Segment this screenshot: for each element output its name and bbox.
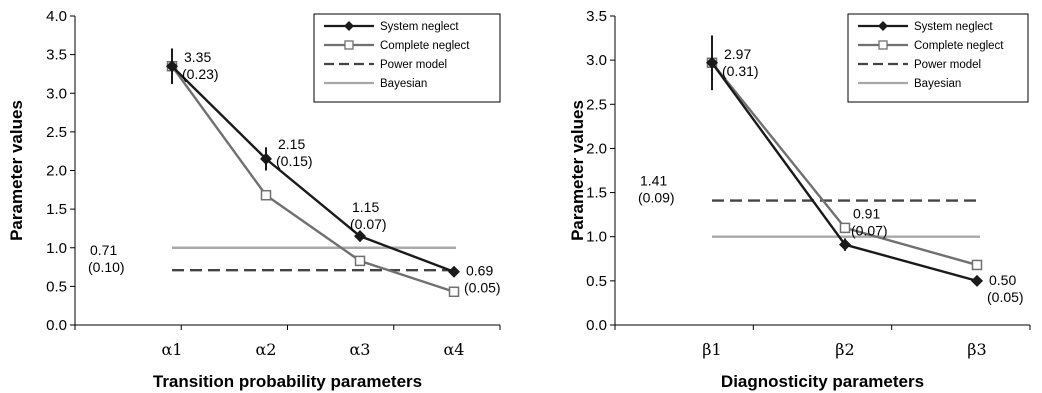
data-label-value: 2.97 [724,46,751,62]
data-label-value: 3.35 [184,49,211,65]
data-point [448,265,460,278]
y-tick-label: 3.5 [586,8,607,25]
data-label: 1.41(0.09) [638,173,675,206]
series-line [171,65,455,273]
data-label-se: (0.15) [276,153,313,169]
data-label-value: 1.41 [640,173,667,189]
legend-item: Power model [324,59,447,71]
data-label: 1.15(0.07) [350,199,387,232]
legend-label: System neglect [380,21,459,33]
data-label: 0.91(0.07) [851,206,888,239]
y-tick-label: 2.0 [586,140,607,157]
data-label-value: 2.15 [278,136,305,152]
legend-marker [878,21,888,31]
y-tick-label: 0.0 [586,317,607,334]
data-label-se: (0.07) [851,223,888,239]
legend-label: Complete neglect [380,40,470,52]
x-tick-label: α2 [256,340,277,359]
data-point [448,286,460,298]
y-tick-label: 4.0 [46,8,67,25]
data-point [839,238,851,251]
data-point [354,230,366,243]
data-point [839,222,851,234]
y-tick-label: 1.5 [46,201,67,218]
data-point [706,56,718,69]
x-tick-label: β1 [702,340,721,359]
legend-item: Complete neglect [324,40,470,52]
data-label-value: 0.91 [853,206,880,222]
series-system-neglect [166,48,460,278]
series-system-neglect [706,35,983,287]
data-label: 0.69(0.05) [464,263,501,296]
legend-label: Bayesian [914,78,961,90]
y-axis-title: Parameter values [568,100,587,241]
y-tick-label: 3.5 [46,47,67,64]
legend-label: Complete neglect [914,40,1004,52]
x-tick-label: β3 [967,340,986,359]
x-axis-title: Transition probability parameters [153,372,422,391]
y-tick-label: 3.0 [586,52,607,69]
data-label-se: (0.10) [88,259,125,275]
data-label-value: 0.71 [90,242,117,258]
y-tick-label: 2.5 [46,124,67,141]
x-axis-title: Diagnosticity parameters [721,372,924,391]
data-point [971,259,983,271]
data-label-se: (0.09) [638,190,675,206]
data-label: 3.35(0.23) [182,49,219,82]
legend-label: Bayesian [380,78,427,90]
chart-panel-1: 0.0 0.5 1.0 1.5 2.0 2.5 3.0 3.5 4.0 α1 α2 α3 α4 Trans… [7,8,501,391]
legend-item: System neglect [324,21,459,33]
y-axis-title: Parameter values [7,100,26,241]
data-point [260,152,272,165]
data-label-value: 0.50 [989,272,1016,288]
y-tick-label: 2.0 [46,163,67,180]
data-label-se: (0.23) [182,66,219,82]
legend-label: Power model [914,59,981,71]
data-point [260,189,272,201]
data-label: 2.15(0.15) [276,136,313,169]
y-tick-label: 1.0 [46,240,67,257]
data-label: 0.71(0.10) [88,242,125,275]
legend-label: Power model [380,59,447,71]
y-tick-label: 0.5 [586,273,607,290]
legend: System neglect Complete neglect Power mode… [847,13,1029,103]
chart-panel-2: 0.0 0.5 1.0 1.5 2.0 2.5 3.0 3.5 β1 β2 β3 Diagnostic… [568,8,1031,391]
x-tick-label: α4 [444,340,465,359]
data-point [971,274,983,287]
x-tick-label: α1 [162,340,183,359]
legend-item: Bayesian [858,78,961,90]
data-point [166,60,178,73]
legend-box [313,13,501,103]
legend-item: Bayesian [324,78,427,90]
y-tick-label: 0.5 [46,278,67,295]
y-tick-label: 1.5 [586,185,607,202]
data-label-se: (0.05) [464,280,501,296]
data-point [354,255,366,267]
x-tick-label: α3 [350,340,371,359]
legend-label: System neglect [914,21,993,33]
legend: System neglect Complete neglect Power mode… [313,13,501,103]
legend-item: Power model [858,59,981,71]
data-label-value: 1.15 [352,199,379,215]
legend-marker [878,40,888,50]
data-label-se: (0.07) [350,216,387,232]
y-tick-label: 2.5 [586,96,607,113]
legend-marker [344,40,354,50]
x-tick-label: β2 [835,340,854,359]
y-tick-label: 0.0 [46,317,67,334]
legend-item: Complete neglect [858,40,1004,52]
data-label: 0.50(0.05) [987,272,1024,305]
legend-box [847,13,1029,103]
y-tick-label: 3.0 [46,85,67,102]
legend-item: System neglect [858,21,993,33]
y-tick-label: 1.0 [586,229,607,246]
data-label-se: (0.05) [987,289,1024,305]
data-label: 2.97(0.31) [722,46,759,79]
series-line [171,65,455,293]
data-label-se: (0.31) [722,63,759,79]
data-label-value: 0.69 [466,263,493,279]
legend-marker [344,21,354,31]
